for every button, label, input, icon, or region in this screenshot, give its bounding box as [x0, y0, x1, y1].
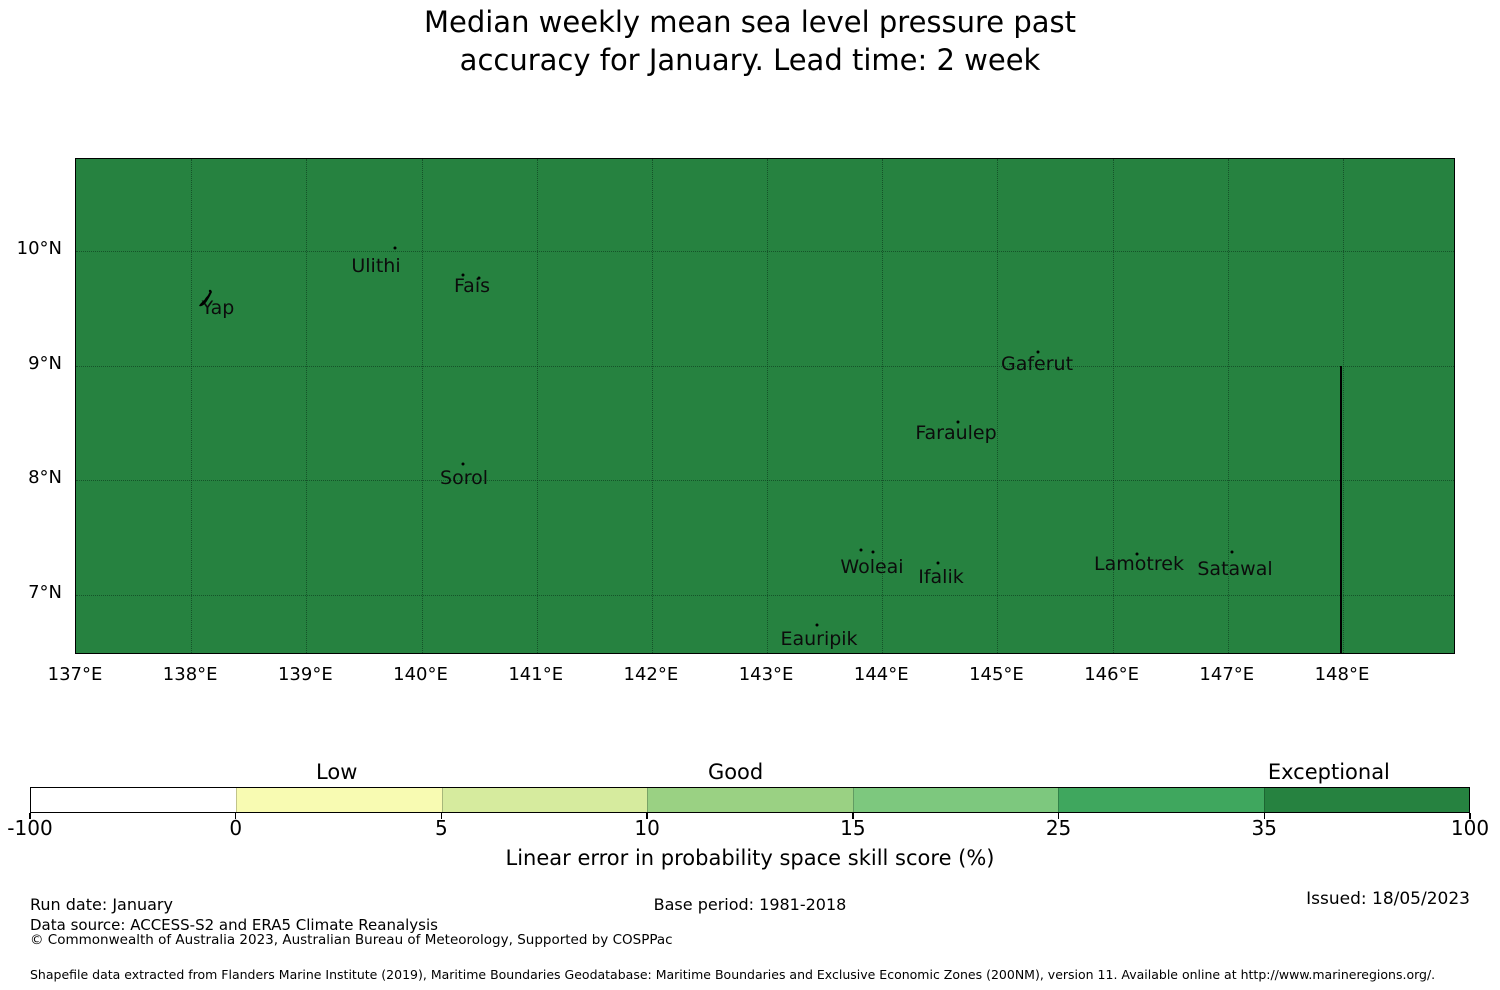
- colorbar-tick-mark: [29, 813, 31, 819]
- island-dot-satawal: [1230, 550, 1234, 554]
- island-shape-yap: [197, 289, 215, 313]
- base-period-text: Base period: 1981-2018: [653, 895, 847, 914]
- island-dot-ulithi: [393, 246, 397, 250]
- island-label-fais: Fais: [453, 275, 491, 297]
- meridian-gridline: [767, 159, 769, 653]
- island-label-gaferut: Gaferut: [1000, 353, 1074, 375]
- x-tick-label: 146°E: [1084, 664, 1139, 685]
- x-tick-label: 148°E: [1314, 664, 1370, 685]
- colorbar-tick-mark: [852, 813, 854, 819]
- x-tick-label: 147°E: [1199, 664, 1255, 685]
- copyright-text: © Commonwealth of Australia 2023, Austra…: [30, 932, 673, 948]
- island-dot-faraulep: [956, 420, 960, 424]
- shapefile-credit-text: Shapefile data extracted from Flanders M…: [30, 967, 1436, 982]
- x-tick-label: 143°E: [738, 664, 794, 685]
- colorbar-tick-label: 0: [229, 816, 243, 840]
- colorbar-segment: [236, 788, 442, 812]
- x-tick-label: 140°E: [393, 664, 448, 685]
- colorbar-tier-label-low: Low: [316, 760, 358, 784]
- run-date-text: Run date: January: [30, 895, 173, 914]
- island-label-yap: Yap: [201, 297, 235, 319]
- colorbar-tick-label: -100: [7, 816, 53, 840]
- meridian-gridline: [1112, 159, 1114, 653]
- island-label-ulithi: Ulithi: [351, 255, 401, 277]
- colorbar-segment: [647, 788, 853, 812]
- colorbar-tick-label: 100: [1450, 816, 1490, 840]
- x-tick-label: 138°E: [162, 664, 218, 685]
- y-tick-label: 8°N: [28, 467, 62, 488]
- parallel-gridline: [76, 480, 1454, 481]
- colorbar-tier-label-good: Good: [707, 760, 764, 784]
- parallel-gridline: [76, 251, 1454, 252]
- meridian-gridline: [306, 159, 308, 653]
- colorbar-segment: [852, 788, 1059, 812]
- meridian-gridline: [1227, 159, 1229, 653]
- colorbar-segment: [441, 788, 648, 812]
- issued-date-text: Issued: 18/05/2023: [1306, 889, 1470, 909]
- island-label-faraulep: Faraulep: [915, 422, 997, 444]
- island-label-sorol: Sorol: [440, 467, 488, 489]
- island-dot-woleai: [871, 550, 875, 554]
- island-dot-fais: [477, 276, 481, 280]
- meridian-gridline: [997, 159, 999, 653]
- colorbar-tick-mark: [440, 813, 443, 819]
- y-tick-label: 10°N: [16, 238, 62, 259]
- island-label-lamotrek: Lamotrek: [1094, 553, 1184, 575]
- colorbar-segment: [1263, 788, 1469, 812]
- meridian-gridline: [191, 159, 193, 653]
- colorbar-segment: [1058, 788, 1264, 812]
- y-tick-label: 7°N: [28, 581, 62, 603]
- colorbar-tick-mark: [646, 813, 648, 819]
- parallel-gridline: [76, 365, 1454, 367]
- x-tick-label: 141°E: [508, 664, 564, 685]
- island-dot-lamotrek: [1135, 552, 1139, 556]
- colorbar: [30, 787, 1470, 813]
- island-dot-fais: [461, 273, 465, 277]
- meridian-gridline: [536, 159, 538, 653]
- island-dot-ifalik: [936, 561, 940, 565]
- island-label-woleai: Woleai: [840, 556, 904, 578]
- colorbar-tick-mark: [1057, 813, 1060, 819]
- colorbar-tick-label: 25: [1045, 816, 1072, 840]
- x-tick-label: 142°E: [623, 664, 679, 685]
- meridian-gridline: [651, 159, 653, 653]
- x-tick-label: 137°E: [47, 664, 103, 685]
- y-tick-label: 9°N: [28, 352, 62, 374]
- colorbar-axis-label: Linear error in probability space skill …: [505, 846, 995, 870]
- island-dot-gaferut: [1036, 350, 1040, 354]
- island-label-ifalik: Ifalik: [918, 566, 964, 588]
- eez-boundary-line: [1340, 366, 1342, 654]
- x-tick-label: 139°E: [277, 664, 333, 685]
- island-dot-sorol: [461, 462, 465, 466]
- chart-title-line2: accuracy for January. Lead time: 2 week: [459, 43, 1041, 77]
- meridian-gridline: [421, 159, 423, 653]
- colorbar-tick-label: 10: [634, 816, 660, 840]
- x-tick-label: 145°E: [969, 664, 1024, 685]
- colorbar-tier-label-exceptional: Exceptional: [1267, 760, 1390, 784]
- colorbar-tick-mark: [1469, 813, 1471, 819]
- parallel-gridline: [76, 594, 1454, 596]
- colorbar-tick-mark: [234, 813, 237, 819]
- colorbar-tick-label: 35: [1251, 816, 1277, 840]
- chart-title: Median weekly mean sea level pressure pa…: [0, 3, 1500, 79]
- data-source-text: Data source: ACCESS-S2 and ERA5 Climate …: [30, 916, 438, 934]
- chart-title-line1: Median weekly mean sea level pressure pa…: [423, 5, 1077, 39]
- island-dot-woleai: [859, 548, 863, 552]
- colorbar-tick-mark: [1263, 813, 1266, 819]
- meridian-gridline: [1342, 159, 1344, 653]
- island-label-eauripik: Eauripik: [780, 628, 858, 650]
- island-dot-eauripik: [815, 623, 819, 627]
- map-panel: Yap Ulithi Fais Sorol Gaferut Faraulep Woleai I…: [75, 158, 1455, 654]
- colorbar-tick-label: 5: [435, 816, 448, 840]
- meridian-gridline: [882, 159, 884, 653]
- island-label-satawal: Satawal: [1197, 558, 1273, 580]
- x-tick-label: 144°E: [853, 664, 909, 685]
- colorbar-segment: [31, 788, 237, 812]
- colorbar-tick-label: 15: [840, 816, 866, 840]
